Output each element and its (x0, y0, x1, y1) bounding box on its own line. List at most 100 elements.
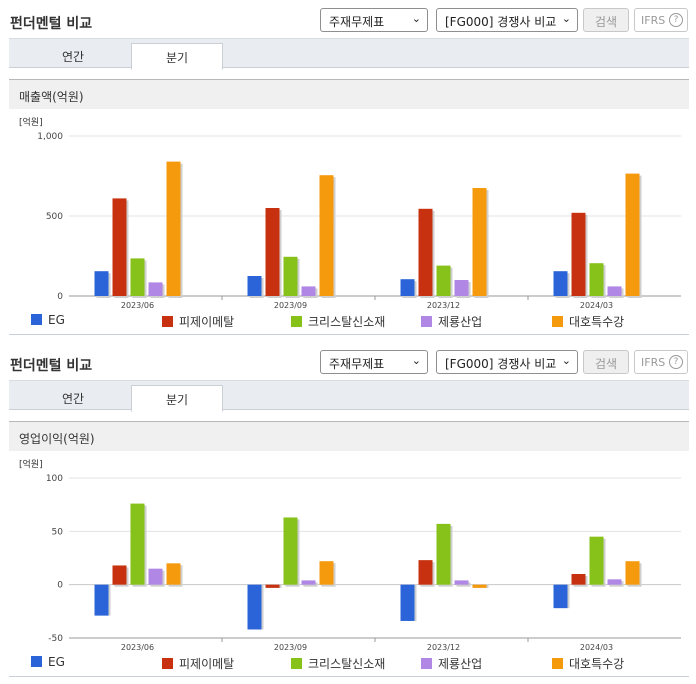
bar-대호특수강-2024-03 (625, 561, 640, 585)
bar-eg-2024-03 (553, 584, 568, 609)
y-tick-label: -50 (48, 634, 63, 644)
statement-select-value: 주재무제표 (329, 357, 385, 371)
operating-profit-chart-svg: [억원] -50 0 50 100 2023/06 2023/09 2023/12 2024/0… (19, 458, 681, 652)
peer-select-value: [FG000] 경쟁사 비교 (445, 357, 557, 371)
legend-label: 대호특수강 (569, 315, 625, 329)
legend-swatch (421, 316, 432, 327)
ifrs-button[interactable]: IFRS ? (634, 8, 688, 32)
legend-label: 피제이메탈 (179, 315, 235, 329)
panel-title: 펀더멘털 비교 (10, 16, 93, 32)
y-tick-label: 500 (46, 212, 63, 222)
legend-item-제룡산업[interactable]: 제룡산업 (421, 655, 482, 672)
bar-피제이메탈-2023-09 (265, 208, 280, 296)
divider (9, 676, 689, 677)
x-tick-label: 2024/03 (580, 301, 613, 310)
chevron-down-icon: ⌄ (561, 354, 571, 367)
bar-제룡산업-2023-12 (454, 280, 469, 296)
bar-대호특수강-2023-09 (319, 175, 334, 296)
legend-label: 제룡산업 (438, 315, 483, 329)
bar-피제이메탈-2024-03 (571, 212, 586, 296)
legend-swatch (31, 314, 42, 325)
legend-swatch (552, 316, 563, 327)
fundamental-panel-revenue: 펀더멘털 비교 주재무제표 ⌄ [FG000] 경쟁사 비교 ⌄ 검색 IFRS… (9, 8, 689, 338)
statement-select[interactable]: 주재무제표 ⌄ (320, 350, 428, 374)
legend-item-피제이메탈[interactable]: 피제이메탈 (162, 655, 234, 672)
legend-item-크리스탈신소재[interactable]: 크리스탈신소재 (291, 655, 385, 672)
bar-크리스탈신소재-2024-03 (589, 536, 604, 585)
bar-피제이메탈-2023-09 (265, 584, 280, 588)
bar-피제이메탈-2023-12 (418, 208, 433, 296)
tab-quarterly[interactable]: 분기 (131, 385, 223, 412)
chevron-down-icon: ⌄ (411, 12, 421, 25)
bar-eg-2023-09 (247, 584, 262, 630)
legend-swatch (421, 658, 432, 669)
ifrs-label: IFRS (641, 356, 666, 369)
bar-eg-2023-12 (400, 279, 415, 296)
y-unit-label: [억원] (19, 458, 43, 470)
bar-크리스탈신소재-2023-12 (436, 523, 451, 585)
legend-swatch (31, 656, 42, 667)
legend-item-피제이메탈[interactable]: 피제이메탈 (162, 313, 234, 330)
bar-eg-2023-12 (400, 584, 415, 621)
bar-eg-2023-06 (94, 584, 109, 616)
fundamental-panel-operating-profit: 펀더멘털 비교 주재무제표 ⌄ [FG000] 경쟁사 비교 ⌄ 검색 IFRS… (0, 342, 696, 684)
x-tick-label: 2023/06 (121, 643, 154, 652)
bar-제룡산업-2024-03 (607, 579, 622, 585)
legend-item-대호특수강[interactable]: 대호특수강 (552, 313, 624, 330)
search-button[interactable]: 검색 (583, 8, 629, 32)
bar-대호특수강-2023-12 (472, 584, 487, 588)
y-unit-label: [억원] (19, 116, 43, 128)
chevron-down-icon: ⌄ (561, 12, 571, 25)
legend-label: 대호특수강 (569, 657, 625, 671)
legend-item-eg[interactable]: EG (31, 313, 65, 327)
legend-item-제룡산업[interactable]: 제룡산업 (421, 313, 482, 330)
legend-swatch (162, 316, 173, 327)
bar-eg-2023-09 (247, 276, 262, 296)
legend-item-크리스탈신소재[interactable]: 크리스탈신소재 (291, 313, 385, 330)
chart-legend: EG 피제이메탈 크리스탈신소재 제룡산업 대호특수강 (9, 310, 689, 330)
search-button[interactable]: 검색 (583, 350, 629, 374)
bar-eg-2023-06 (94, 271, 109, 296)
ifrs-label: IFRS (641, 14, 666, 27)
bar-제룡산업-2023-09 (301, 286, 316, 296)
legend-item-대호특수강[interactable]: 대호특수강 (552, 655, 624, 672)
chart-subtitle: 영업이익(억원) (9, 421, 689, 451)
revenue-chart: [억원] 0 500 1,000 2023/06 2023/09 2023/12 2024/0… (9, 112, 689, 338)
bar-대호특수강-2023-06 (166, 563, 181, 585)
x-tick-label: 2023/06 (121, 301, 154, 310)
help-icon[interactable]: ? (669, 355, 683, 369)
bar-크리스탈신소재-2023-09 (283, 256, 298, 296)
period-tabs: 연간 분기 (9, 380, 689, 412)
tab-annual[interactable]: 연간 (61, 392, 85, 406)
peer-select[interactable]: [FG000] 경쟁사 비교 ⌄ (436, 8, 578, 32)
help-icon[interactable]: ? (669, 13, 683, 27)
bar-크리스탈신소재-2023-06 (130, 503, 145, 585)
tab-quarterly[interactable]: 분기 (131, 43, 223, 70)
x-tick-label: 2023/12 (427, 643, 460, 652)
operating-profit-chart: [억원] -50 0 50 100 2023/06 2023/09 2023/12 2024/0… (9, 454, 689, 680)
bar-크리스탈신소재-2023-09 (283, 517, 298, 585)
bar-대호특수강-2023-12 (472, 188, 487, 296)
period-tabs: 연간 분기 (9, 38, 689, 70)
bar-제룡산업-2024-03 (607, 286, 622, 296)
legend-label: 제룡산업 (438, 657, 483, 671)
bar-크리스탈신소재-2024-03 (589, 263, 604, 296)
bar-제룡산업-2023-12 (454, 580, 469, 585)
divider (9, 334, 689, 335)
chart-subtitle: 매출액(억원) (9, 79, 689, 109)
bar-피제이메탈-2023-06 (112, 565, 127, 585)
legend-label: 크리스탈신소재 (308, 657, 386, 671)
peer-select[interactable]: [FG000] 경쟁사 비교 ⌄ (436, 350, 578, 374)
tab-annual[interactable]: 연간 (61, 50, 85, 64)
bar-제룡산업-2023-06 (148, 282, 163, 296)
x-tick-label: 2023/09 (274, 643, 307, 652)
bar-피제이메탈-2023-12 (418, 560, 433, 585)
y-tick-label: 50 (52, 527, 64, 537)
statement-select[interactable]: 주재무제표 ⌄ (320, 8, 428, 32)
panel-title: 펀더멘털 비교 (10, 358, 93, 374)
legend-item-eg[interactable]: EG (31, 655, 65, 669)
ifrs-button[interactable]: IFRS ? (634, 350, 688, 374)
bar-크리스탈신소재-2023-06 (130, 258, 145, 296)
bar-eg-2024-03 (553, 271, 568, 296)
y-tick-label: 0 (57, 292, 63, 302)
